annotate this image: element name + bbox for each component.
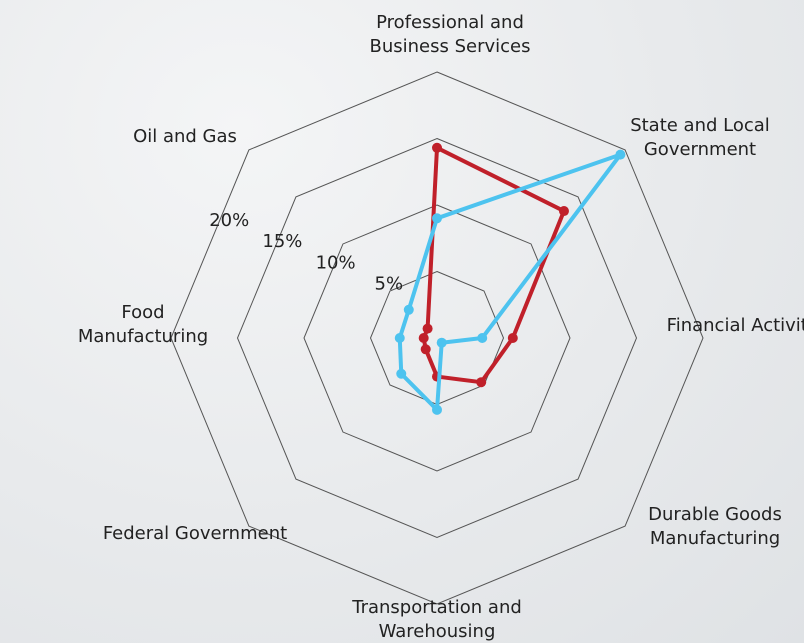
category-label: Oil and Gas [133,126,237,147]
grid-ring [236,137,638,539]
series-point [558,206,569,217]
tick-label: 15% [262,231,302,252]
category-label: Financial Activities [666,315,804,336]
series-point [615,149,626,160]
category-label: Federal Government [102,523,288,544]
series-point [396,368,407,379]
series-point [477,333,488,343]
category-label: Transportation and Warehousing [352,597,522,642]
series-point [403,304,414,315]
series-point [422,323,433,334]
category-label: Durable Goods Manufacturing [648,504,782,549]
series-point [418,333,429,343]
category-label: Professional and Business Services [369,12,531,57]
series-point [507,333,518,343]
series-point [436,337,447,348]
series-point [432,213,442,224]
tick-label: 5% [375,274,404,295]
category-label: State and Local Government [630,115,770,160]
grid-ring [303,204,571,472]
category-label: Food Manufacturing [77,302,209,347]
series-point [394,333,405,343]
grid-ring [170,71,704,605]
tick-label: 20% [209,210,249,231]
series-point [432,142,442,153]
tick-label: 10% [316,252,356,273]
series-point [432,404,442,415]
series-point [420,344,431,355]
series-point [476,377,487,388]
